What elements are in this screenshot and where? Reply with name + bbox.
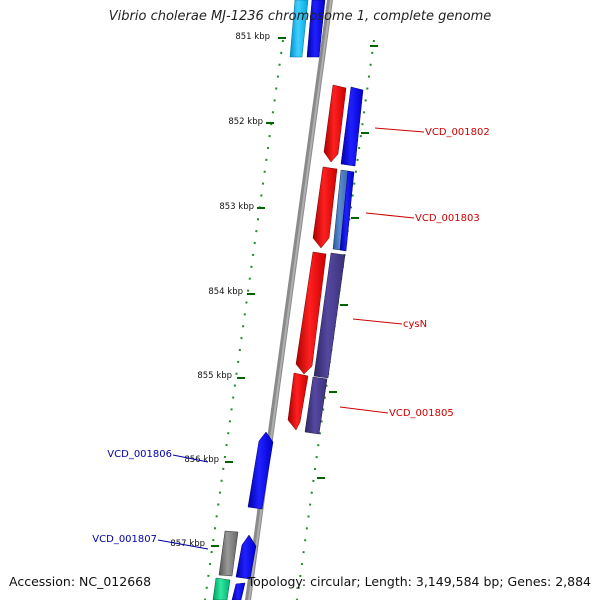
gene-feature-vcd-001807-gray	[218, 530, 239, 577]
gene-feature-vcd-001803-blue	[339, 170, 355, 252]
gene-feature	[212, 577, 231, 600]
gene-label-vcd-001803: VCD_001803	[415, 213, 480, 224]
gene-label-vcd-001807: VCD_001807	[92, 534, 157, 545]
gene-feature	[289, 0, 309, 58]
tick-label-856: 856 kbp	[184, 455, 219, 465]
accession-text: Accession: NC_012668	[9, 574, 152, 589]
tick-label-855: 855 kbp	[197, 371, 232, 381]
tick-label-854: 854 kbp	[208, 287, 243, 297]
map-title: Vibrio cholerae MJ-1236 chromosome 1, co…	[108, 9, 492, 24]
gene-feature-cysn-red	[295, 251, 327, 375]
tick-label-851: 851 kbp	[235, 32, 270, 42]
gene-feature-vcd-001807-blue	[235, 534, 257, 580]
tick-label-852: 852 kbp	[228, 117, 263, 127]
label-leader	[365, 212, 415, 219]
gene-feature	[231, 582, 246, 600]
gene-feature-cysn-slate	[313, 252, 346, 379]
label-leader	[339, 406, 389, 414]
label-leader	[374, 127, 425, 133]
gene-label-vcd-001802: VCD_001802	[425, 127, 490, 138]
tick-label-853: 853 kbp	[219, 202, 254, 212]
gene-feature-vcd-001805-red	[287, 372, 309, 431]
gene-feature-vcd-001802-blue	[340, 86, 364, 167]
gene-feature-vcd-001805-slate	[304, 376, 328, 435]
label-leader	[172, 454, 209, 463]
gene-feature-vcd-001803-red	[312, 166, 338, 249]
genome-summary-text: Topology: circular; Length: 3,149,584 bp…	[247, 574, 591, 589]
tick-marks	[211, 37, 378, 547]
gene-label-vcd-001805: VCD_001805	[389, 408, 454, 419]
tick-label-857: 857 kbp	[170, 539, 205, 549]
gene-label-cysn: cysN	[403, 319, 427, 330]
gene-feature	[306, 0, 326, 58]
label-leader	[157, 539, 209, 550]
label-leader	[352, 318, 403, 325]
gene-feature-vcd-001802-red	[323, 84, 347, 163]
gene-label-vcd-001806: VCD_001806	[107, 449, 172, 460]
gene-feature-vcd-001806	[247, 431, 274, 510]
